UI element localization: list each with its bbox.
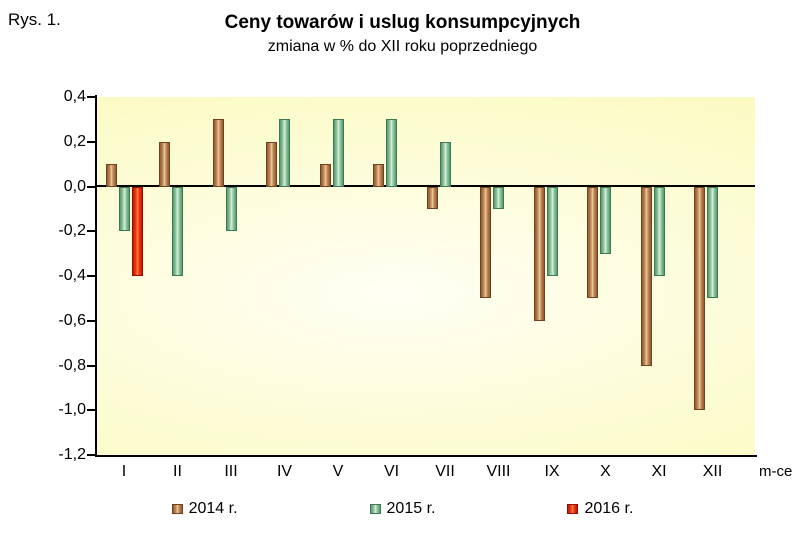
y-tick-label: 0,4 [63,88,86,105]
y-tick-label: -0,4 [58,267,86,284]
bar-2014r-VII [426,186,438,209]
x-tick-label: IX [544,463,560,480]
bar-2014r-III [212,119,224,187]
x-tick-label: VI [383,463,400,480]
x-tick-label: XII [702,463,723,480]
bar-2016r-I [131,186,143,276]
y-tick [87,140,96,143]
x-tick-label: IV [276,463,293,480]
x-tick-label: V [332,463,344,480]
x-tick-label: III [224,463,238,480]
y-tick-label: -0,8 [58,356,86,374]
bar-2015r-IV [279,119,290,187]
y-tick [87,96,96,98]
legend-label: 2016 r. [584,500,634,517]
bar-2015r-XI [653,186,665,276]
chart-title: Ceny towarów i uslug konsumpcyjnych [224,12,581,33]
bar-2014r-V [319,164,331,187]
chart-subtitle: zmiana w % do XII roku poprzedniego [267,38,538,55]
x-axis-line [95,455,757,457]
legend-label: 2014 r. [188,500,238,517]
bar-2015r-XII [707,186,718,299]
legend-item-2015r: 2015 r. [369,500,436,518]
bar-2014r-IX [533,186,545,321]
legend-item-2014r: 2014 r. [171,500,238,518]
bar-2014r-VI [373,164,384,187]
bar-2014r-IV [266,141,277,187]
bar-2015r-VIII [493,186,504,209]
x-tick-label: VII [435,463,455,480]
bar-2014r-I [105,164,117,187]
y-tick-label: -1,0 [58,401,86,419]
y-tick-label: -0,6 [58,311,86,329]
x-tick-label: I [121,463,127,480]
x-tick-label: II [173,463,182,480]
bar-2014r-XII [694,186,705,411]
y-tick [87,319,96,322]
legend-item-2016r: 2016 r. [567,500,633,518]
y-axis-line [95,95,97,457]
x-tick-label: X [600,463,611,480]
bar-2015r-I [118,186,130,232]
y-tick [87,409,96,412]
bar-2014r-X [587,186,598,299]
x-tick-label: XI [651,463,667,480]
y-tick [87,364,96,367]
x-axis-unit-label: m-ce [759,463,793,480]
bar-2015r-III [225,186,237,232]
bar-2015r-V [332,119,344,187]
bar-2015r-X [600,186,611,254]
bar-2014r-XI [640,186,652,366]
y-tick-label: -0,2 [58,222,86,240]
y-tick [87,275,96,277]
figure-number-label: Rys. 1. [8,10,61,29]
y-tick [87,454,96,456]
y-tick-label: 0,0 [63,177,86,195]
chart-legend: 2014 r. 2015 r. 2016 r. [0,500,805,518]
legend-marker-icon [567,504,579,514]
y-tick-label: -1,2 [58,446,86,463]
legend-marker-icon [369,504,381,514]
legend-label: 2015 r. [386,500,436,517]
zero-baseline [97,185,755,187]
bar-2014r-VIII [480,186,491,299]
bar-2015r-VII [439,141,451,187]
bar-2015r-II [172,186,183,276]
bar-2015r-VI [386,119,397,187]
x-tick-label: VIII [486,463,511,480]
y-tick [87,230,96,233]
bar-2014r-II [159,141,170,187]
legend-marker-icon [171,504,183,514]
y-tick-label: 0,2 [63,132,86,150]
y-tick [87,185,96,188]
bar-2015r-IX [546,186,558,276]
plot-area [97,97,755,455]
